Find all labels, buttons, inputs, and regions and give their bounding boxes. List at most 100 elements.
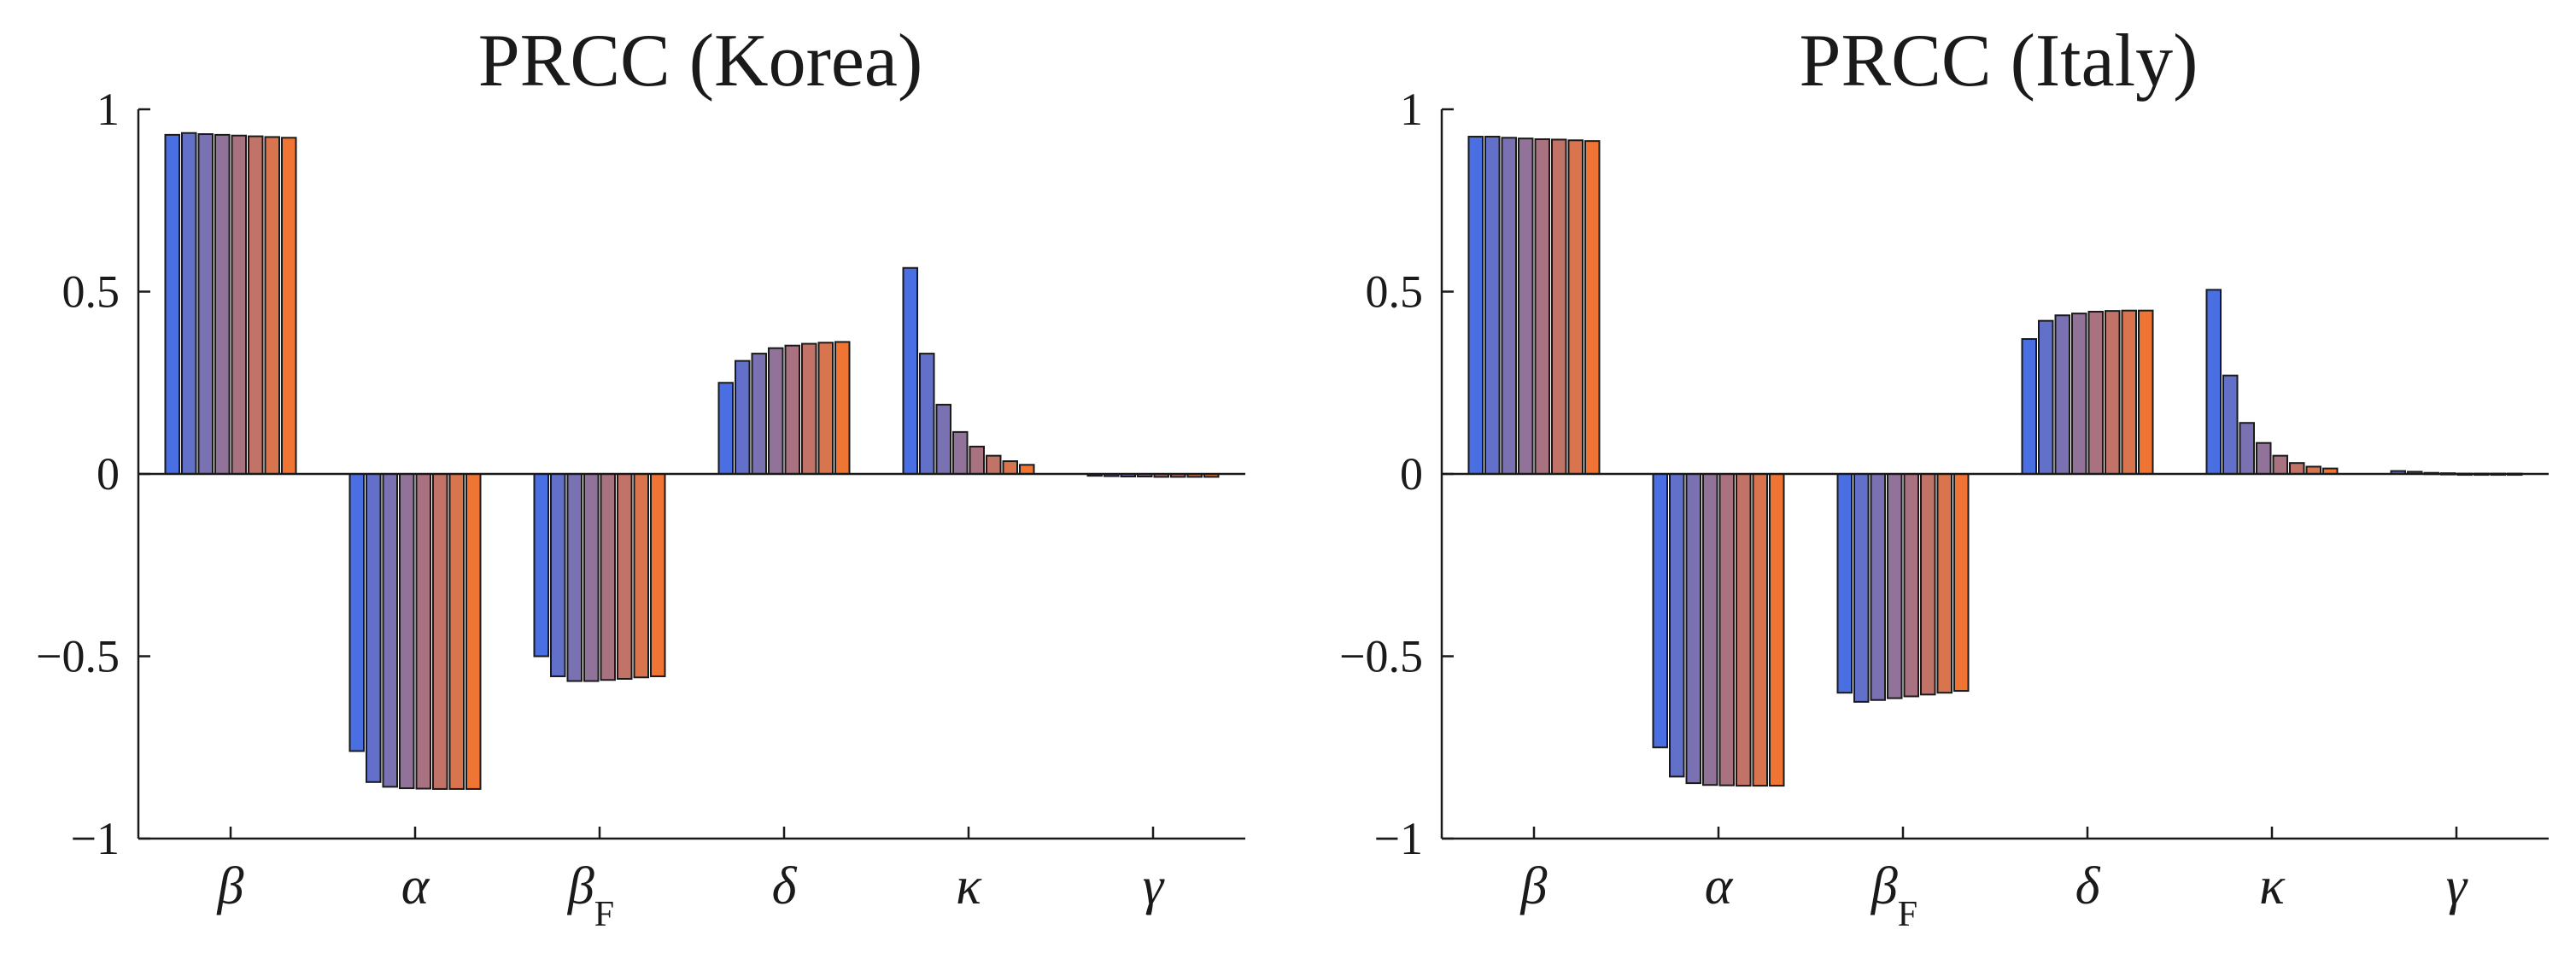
chart-title: PRCC (Italy) — [1800, 20, 2198, 102]
bar — [650, 473, 666, 677]
bar — [348, 473, 365, 752]
bar — [583, 473, 600, 682]
bar — [366, 473, 382, 783]
category-symbol: γ — [1143, 857, 1165, 915]
bar — [935, 403, 951, 475]
bar — [735, 360, 751, 475]
bar — [2038, 319, 2054, 475]
bar — [1518, 137, 1534, 475]
category-symbol: α — [401, 857, 430, 915]
category-symbol: β — [217, 857, 244, 915]
bar — [617, 473, 633, 680]
y-tick-label: 0 — [1400, 448, 1423, 500]
bar — [1718, 473, 1735, 786]
bar — [2105, 310, 2121, 475]
bar — [784, 344, 800, 476]
x-tick-label: β — [217, 857, 244, 915]
category-symbol: δ — [2075, 857, 2101, 915]
bar — [1903, 473, 1919, 698]
bar — [1853, 473, 1870, 703]
bar — [448, 473, 465, 790]
bar — [533, 473, 549, 658]
category-symbol: δ — [772, 857, 798, 915]
y-tick-label: −0.5 — [36, 631, 120, 682]
bar — [248, 135, 264, 475]
category-symbol: κ — [2259, 857, 2286, 915]
category-symbol: β — [567, 857, 594, 915]
bar — [633, 473, 649, 679]
category-symbol: β — [1871, 857, 1898, 915]
y-tick-label: −0.5 — [1339, 631, 1423, 682]
bar — [1685, 473, 1701, 785]
y-tick-label: 0.5 — [62, 266, 120, 318]
bar — [465, 473, 482, 790]
bar — [1702, 473, 1718, 786]
x-tick-label: κ — [956, 857, 982, 915]
bar — [969, 445, 985, 475]
bar — [1953, 473, 1970, 693]
bar — [181, 132, 197, 475]
x-tick-label: γ — [1143, 857, 1165, 915]
bar — [919, 353, 935, 475]
category-symbol: γ — [2446, 857, 2468, 915]
bar — [382, 473, 398, 788]
bar — [717, 382, 734, 475]
y-tick-label: 0 — [97, 448, 120, 500]
bar — [986, 454, 1002, 476]
x-tick-label: α — [1705, 857, 1734, 915]
y-tick-label: 1 — [1400, 84, 1423, 135]
y-tick-label: 1 — [97, 84, 120, 135]
bar — [1836, 473, 1853, 694]
bar — [281, 137, 297, 475]
bar — [834, 341, 851, 475]
x-tick-label: κ — [2259, 857, 2286, 915]
x-tick-label: βF — [1871, 857, 1917, 934]
x-tick-label: γ — [2446, 857, 2468, 915]
bar — [1584, 140, 1601, 475]
bar — [1920, 473, 1936, 696]
x-tick-label: β — [1520, 857, 1548, 915]
y-tick-label: 0.5 — [1366, 266, 1424, 318]
bar — [1534, 138, 1550, 475]
bar — [2222, 374, 2239, 475]
bar — [2087, 310, 2104, 475]
x-tick-label: δ — [772, 857, 798, 915]
bar — [1870, 473, 1886, 701]
y-tick-label: −1 — [71, 813, 120, 864]
bar — [432, 473, 448, 790]
category-symbol: β — [1520, 857, 1548, 915]
bar — [768, 347, 784, 475]
chart-title: PRCC (Korea) — [478, 20, 923, 102]
bar — [1752, 473, 1768, 787]
bar — [2289, 462, 2305, 476]
bar — [550, 473, 566, 677]
category-subscript: F — [1898, 895, 1917, 934]
bar — [2054, 314, 2070, 475]
bar — [2071, 313, 2087, 475]
bar — [1484, 136, 1501, 476]
bar — [1936, 473, 1952, 694]
bar — [751, 353, 767, 475]
bar — [1002, 460, 1018, 475]
category-subscript: F — [594, 895, 614, 934]
bar — [952, 430, 969, 476]
bar — [2272, 454, 2288, 476]
bar — [164, 133, 180, 475]
bar — [1736, 473, 1752, 787]
bar — [2305, 465, 2321, 476]
bar — [1652, 473, 1668, 749]
bar — [902, 266, 918, 475]
bar — [2021, 338, 2037, 476]
chart-panel-korea: PRCC (Korea)−1−0.500.51β α βF δ κ γ — [36, 20, 1245, 934]
bar — [1567, 139, 1584, 475]
bar — [1887, 473, 1903, 699]
bar — [1551, 138, 1567, 475]
y-tick-label: −1 — [1374, 813, 1423, 864]
bar — [817, 342, 834, 475]
bar — [2256, 441, 2272, 476]
bar — [1769, 473, 1785, 787]
bar — [2121, 309, 2137, 476]
category-symbol: α — [1705, 857, 1734, 915]
x-tick-label: α — [401, 857, 430, 915]
